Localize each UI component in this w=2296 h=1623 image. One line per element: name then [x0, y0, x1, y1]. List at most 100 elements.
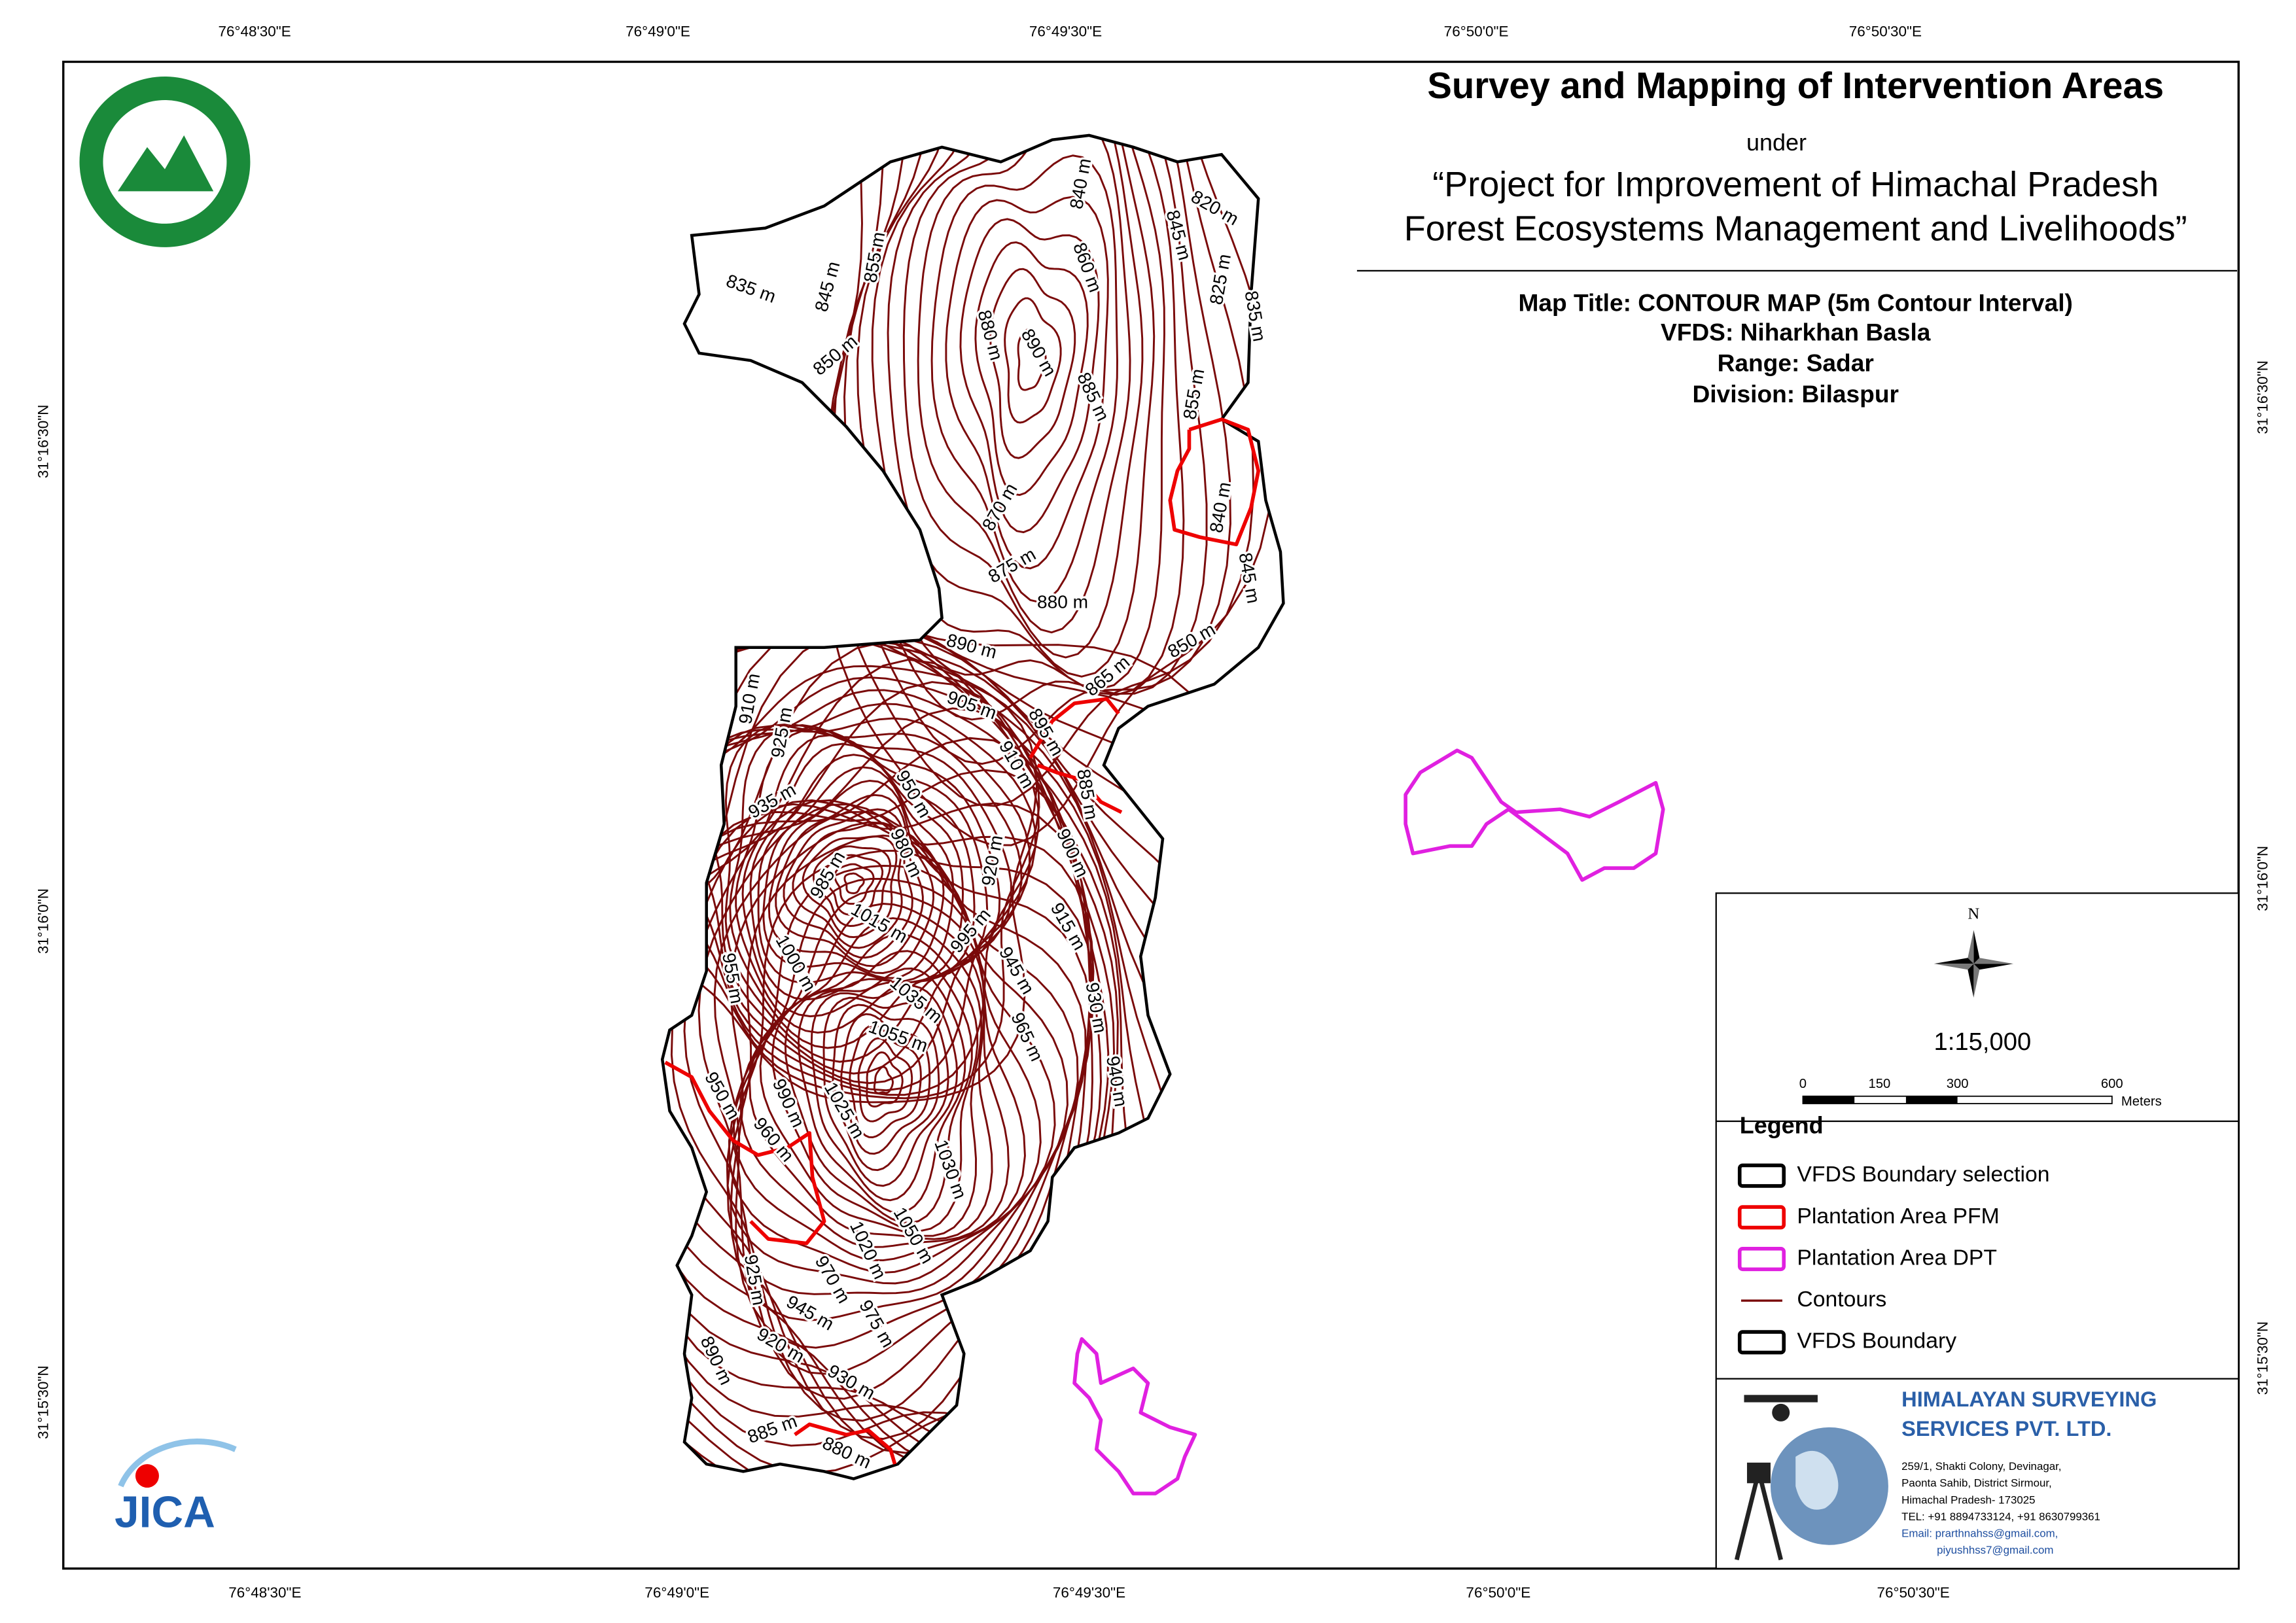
contour-line — [945, 196, 1109, 570]
contour-label: 1020 m — [846, 1218, 891, 1282]
contour-line — [688, 717, 1031, 1085]
contour-line — [741, 734, 976, 1018]
longitude-label: 76°49'30"E — [1053, 1584, 1125, 1601]
contour-line — [810, 985, 959, 1202]
jica-text: JICA — [115, 1488, 215, 1537]
contour-label: 820 m — [1188, 186, 1242, 230]
scale-ticks: 0 150 300 600 — [1799, 1077, 2123, 1091]
contour-label: 825 m — [1206, 253, 1235, 306]
contour-line — [735, 727, 989, 1034]
latitude-label: 31°15'30"N — [35, 1365, 51, 1439]
division: Division: Bilaspur — [1692, 380, 1898, 408]
longitude-label: 76°50'0"E — [1444, 23, 1509, 39]
project-line: Forest Ecosystems Management and Livelih… — [1404, 209, 2187, 248]
contour-line — [834, 863, 875, 905]
contour-label: 880 m — [974, 308, 1006, 362]
contour-line — [917, 135, 1131, 634]
jica-logo: JICA — [115, 1439, 237, 1537]
company-address: 259/1, Shakti Colony, Devinagar, Paonta S… — [1901, 1460, 2100, 1556]
contour-label: 945 m — [995, 943, 1038, 998]
contour-line — [930, 154, 1118, 604]
contour-line — [662, 611, 1262, 1479]
under: under — [1746, 129, 1807, 156]
contour-label: 845 m — [1235, 551, 1263, 604]
contour-label: 845 m — [1162, 208, 1195, 262]
contour-label: 880 m — [1037, 592, 1088, 612]
contour-label: 840 m — [1066, 157, 1095, 211]
contour-line — [871, 135, 1165, 691]
longitude-label: 76°50'0"E — [1466, 1584, 1530, 1601]
address-line: piyushhss7@gmail.com — [1937, 1544, 2053, 1556]
legend-title: Legend — [1740, 1111, 1824, 1138]
contour-label: 965 m — [1007, 1009, 1047, 1064]
contour-label: 890 m — [697, 1333, 737, 1388]
legend-label: Plantation Area DPT — [1797, 1245, 1997, 1270]
legend-swatch — [1737, 1205, 1786, 1230]
contour-line — [792, 822, 903, 949]
contour-label: 835 m — [724, 270, 779, 307]
contour-label: 870 m — [978, 480, 1021, 534]
scale-tick: 300 — [1947, 1077, 1969, 1091]
address-line: 259/1, Shakti Colony, Devinagar, — [1901, 1460, 2061, 1473]
forest-dept-logo — [79, 76, 251, 247]
scale-bar — [1802, 1095, 2113, 1104]
contour-line — [812, 845, 891, 927]
contour-label: 945 m — [783, 1291, 838, 1335]
company-logo — [1734, 1395, 1888, 1561]
contour-line — [843, 872, 865, 895]
map-frame — [62, 60, 2240, 1570]
longitude-label: 76°50'30"E — [1877, 1584, 1949, 1601]
contour-line — [887, 135, 1156, 678]
contour-label: 855 m — [1179, 367, 1208, 421]
longitude-label: 76°49'30"E — [1029, 23, 1102, 39]
contour-line — [771, 933, 979, 1232]
address-line: TEL: +91 8894733124, +91 8630799361 — [1901, 1510, 2100, 1523]
contour-line — [823, 854, 884, 916]
contour-line — [759, 917, 983, 1237]
longitude-label: 76°48'30"E — [228, 1584, 301, 1601]
map-title: Map Title: CONTOUR MAP (5m Contour Inter… — [1518, 288, 2072, 316]
contour-line — [757, 754, 955, 984]
contour-line — [662, 665, 1038, 1104]
legend-label: Plantation Area PFM — [1797, 1204, 1999, 1229]
contour-line — [843, 135, 1208, 721]
latitude-label: 31°16'0"N — [35, 888, 51, 954]
address-line: Email: prarthnahss@gmail.com, — [1901, 1527, 2058, 1540]
contour-line — [802, 835, 898, 939]
contour-line — [768, 780, 935, 974]
contour-line — [775, 794, 924, 968]
contour-label: 930 m — [1082, 981, 1111, 1034]
longitude-label: 76°49'0"E — [626, 23, 690, 39]
contour-label: 910 m — [735, 672, 764, 725]
contour-label: 835 m — [1241, 289, 1269, 343]
contour-label: 890 m — [1017, 325, 1061, 379]
longitude-label: 76°49'0"E — [645, 1584, 709, 1601]
legend-swatch — [1737, 1163, 1786, 1188]
contour-line — [729, 724, 1001, 1049]
contour-line — [783, 808, 913, 959]
contour-label: 890 m — [944, 630, 998, 663]
contour-label: 940 m — [1103, 1055, 1131, 1108]
legend-label: VFDS Boundary — [1797, 1329, 1956, 1353]
legend-swatch — [1737, 1330, 1786, 1355]
latitude-label: 31°16'30"N — [35, 405, 51, 479]
contour-label: 1030 m — [930, 1137, 970, 1202]
vfds: VFDS: Niharkhan Basla — [1661, 318, 1931, 345]
legend: VFDS Boundary selection Plantation Area P… — [1737, 1162, 2050, 1355]
contour-line — [974, 241, 1089, 497]
contour-label: 970 m — [811, 1252, 855, 1306]
contour-line — [902, 135, 1144, 659]
legend-label: Contours — [1797, 1287, 1886, 1312]
latitude-label: 31°15'30"N — [2254, 1321, 2270, 1395]
range: Range: Sadar — [1718, 349, 1874, 377]
contour-label: 925 m — [741, 1253, 769, 1306]
legend-swatch — [1737, 1246, 1786, 1272]
contour-line — [822, 996, 949, 1187]
contour-line — [724, 723, 1012, 1063]
contour-line — [662, 616, 1265, 1479]
contour-line — [726, 834, 1069, 1295]
company-name: HIMALAYAN SURVEYING — [1901, 1387, 2157, 1411]
contour-label: 885 m — [1073, 369, 1113, 424]
